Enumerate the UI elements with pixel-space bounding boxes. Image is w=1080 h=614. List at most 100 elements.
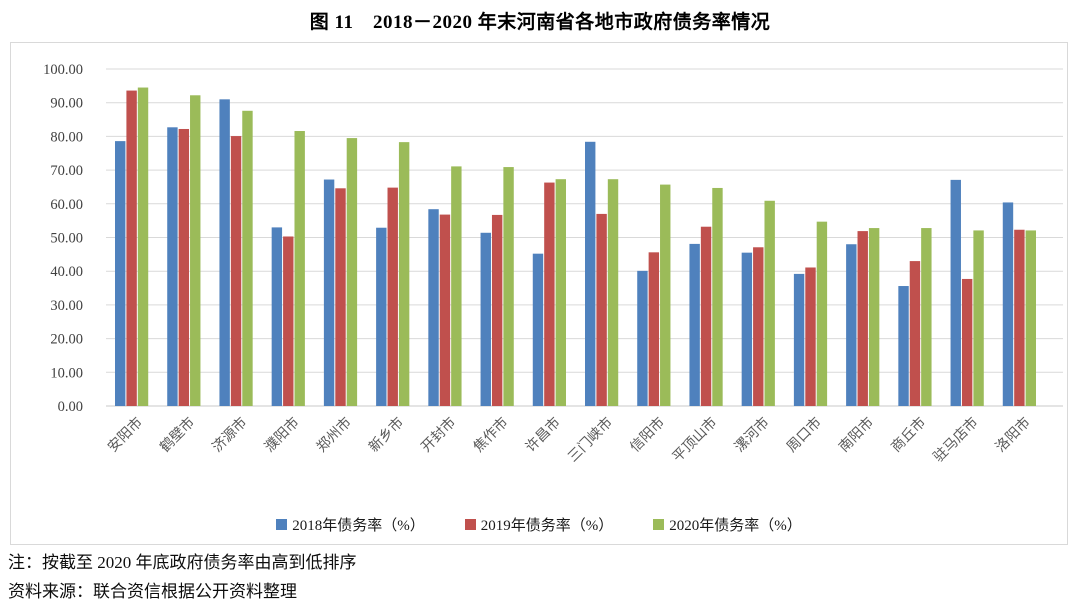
bar-周口市-2019年债务率（%） (805, 267, 816, 406)
bar-郑州市-2019年债务率（%） (335, 188, 346, 406)
bar-平顶山市-2020年债务率（%） (712, 187, 723, 406)
x-category-label: 周口市 (783, 414, 825, 456)
bar-安阳市-2018年债务率（%） (115, 141, 126, 407)
bar-漯河市-2019年债务率（%） (753, 247, 764, 406)
y-axis-tick-label: 80.00 (50, 129, 83, 145)
debt-ratio-bar-chart: 0.00 10.00 20.00 30.00 40.00 50.00 60.00 70.00 8… (43, 62, 1063, 466)
x-category-label: 三门峡市 (564, 414, 616, 466)
x-category-label: 鹤壁市 (156, 414, 198, 456)
x-category-label: 新乡市 (365, 414, 407, 456)
y-axis-tick-label: 10.00 (50, 365, 83, 381)
bar-濮阳市-2018年债务率（%） (271, 227, 283, 406)
legend-swatch-icon (464, 519, 476, 530)
bar-许昌市-2018年债务率（%） (532, 253, 544, 406)
bar-鹤壁市-2019年债务率（%） (178, 128, 190, 406)
bar-南阳市-2020年债务率（%） (868, 228, 880, 406)
bar-漯河市-2020年债务率（%） (764, 200, 775, 406)
bar-周口市-2018年债务率（%） (793, 273, 805, 406)
y-axis-tick-label: 30.00 (50, 298, 83, 314)
bar-濮阳市-2019年债务率（%） (283, 236, 294, 406)
x-category-label: 驻马店市 (930, 414, 982, 466)
y-axis-tick-label: 0.00 (58, 399, 83, 415)
bar-信阳市-2019年债务率（%） (648, 252, 660, 406)
bar-焦作市-2018年债务率（%） (480, 232, 491, 406)
bar-洛阳市-2020年债务率（%） (1025, 230, 1036, 406)
y-axis-tick-label: 20.00 (50, 332, 83, 348)
bar-鹤壁市-2018年债务率（%） (167, 127, 178, 407)
note-data-source: 资料来源：联合资信根据公开资料整理 (8, 582, 297, 601)
bar-洛阳市-2018年债务率（%） (1002, 202, 1014, 406)
bar-信阳市-2018年债务率（%） (637, 270, 648, 406)
y-axis-tick-label: 100.00 (43, 62, 83, 78)
bar-郑州市-2018年债务率（%） (323, 179, 335, 406)
figure-title: 图 11 2018－2020 年末河南省各地市政府债务率情况 (309, 12, 771, 33)
x-category-label: 郑州市 (313, 414, 355, 456)
x-category-label: 洛阳市 (992, 414, 1034, 456)
bar-濮阳市-2020年债务率（%） (294, 131, 305, 406)
x-category-label: 商丘市 (888, 414, 930, 456)
figure-notes: 注：按截至 2020 年底政府债务率由高到低排序 资料来源：联合资信根据公开资料… (8, 548, 1008, 606)
bar-商丘市-2020年债务率（%） (921, 228, 932, 406)
bar-新乡市-2018年债务率（%） (376, 227, 387, 406)
y-axis-tick-label: 50.00 (50, 231, 83, 247)
bar-安阳市-2020年债务率（%） (137, 87, 149, 406)
legend-swatch-icon (653, 519, 665, 530)
chart-container: 0.00 10.00 20.00 30.00 40.00 50.00 60.00 70.00 8… (10, 42, 1068, 545)
bar-济源市-2020年债务率（%） (242, 110, 253, 407)
bar-商丘市-2019年债务率（%） (909, 261, 921, 406)
x-category-label: 安阳市 (104, 414, 146, 456)
bar-济源市-2018年债务率（%） (219, 99, 230, 406)
x-category-label: 济源市 (209, 414, 251, 456)
bar-驻马店市-2019年债务率（%） (961, 278, 973, 406)
legend-item-2019: 2019年债务率（%） (464, 514, 614, 535)
bar-洛阳市-2019年债务率（%） (1014, 229, 1025, 406)
bar-郑州市-2020年债务率（%） (346, 138, 358, 406)
bar-开封市-2020年债务率（%） (451, 166, 462, 406)
x-category-label: 南阳市 (835, 414, 877, 456)
bar-三门峡市-2018年债务率（%） (585, 141, 596, 406)
x-category-label: 开封市 (418, 414, 460, 456)
chart-legend: 2018年债务率（%） 2019年债务率（%） 2020年债务率（%） (11, 514, 1067, 535)
bar-开封市-2019年债务率（%） (439, 214, 451, 406)
bar-济源市-2019年债务率（%） (230, 136, 242, 407)
bar-焦作市-2019年债务率（%） (491, 214, 503, 406)
bar-焦作市-2020年债务率（%） (503, 167, 514, 406)
bar-南阳市-2018年债务率（%） (846, 244, 857, 406)
y-axis-tick-label: 70.00 (50, 163, 83, 179)
bar-三门峡市-2019年债务率（%） (596, 213, 607, 406)
bar-平顶山市-2018年债务率（%） (689, 243, 700, 406)
bar-开封市-2018年债务率（%） (428, 209, 439, 406)
bar-驻马店市-2018年债务率（%） (950, 179, 961, 406)
x-category-label: 焦作市 (470, 414, 512, 456)
bar-平顶山市-2019年债务率（%） (700, 226, 712, 406)
x-category-label: 平顶山市 (669, 414, 721, 466)
x-category-label: 濮阳市 (261, 414, 303, 456)
legend-label: 2018年债务率（%） (292, 518, 425, 534)
bar-新乡市-2019年债务率（%） (387, 187, 398, 406)
x-category-label: 许昌市 (522, 414, 564, 456)
bar-许昌市-2019年债务率（%） (544, 182, 555, 406)
legend-swatch-icon (276, 519, 288, 530)
note-sort-order: 注：按截至 2020 年底政府债务率由高到低排序 (8, 553, 357, 572)
bar-漯河市-2018年债务率（%） (741, 252, 753, 406)
x-category-label: 漯河市 (731, 414, 773, 456)
legend-label: 2019年债务率（%） (480, 518, 614, 534)
x-category-label: 信阳市 (626, 414, 668, 456)
legend-item-2020: 2020年债务率（%） (653, 514, 802, 535)
bar-安阳市-2019年债务率（%） (126, 90, 137, 407)
bar-鹤壁市-2020年债务率（%） (190, 95, 201, 406)
bar-商丘市-2018年债务率（%） (898, 286, 909, 406)
bar-驻马店市-2020年债务率（%） (973, 230, 984, 406)
bar-新乡市-2020年债务率（%） (398, 142, 410, 406)
bar-周口市-2020年债务率（%） (816, 221, 828, 406)
legend-item-2018: 2018年债务率（%） (276, 514, 425, 535)
bar-许昌市-2020年债务率（%） (555, 179, 566, 406)
legend-label: 2020年债务率（%） (669, 518, 802, 534)
bar-南阳市-2019年债务率（%） (857, 231, 868, 406)
bar-信阳市-2020年债务率（%） (660, 184, 671, 406)
y-axis-tick-label: 90.00 (50, 96, 83, 112)
y-axis-tick-label: 60.00 (50, 197, 83, 213)
y-axis-tick-label: 40.00 (50, 264, 83, 280)
bar-三门峡市-2020年债务率（%） (607, 179, 619, 406)
